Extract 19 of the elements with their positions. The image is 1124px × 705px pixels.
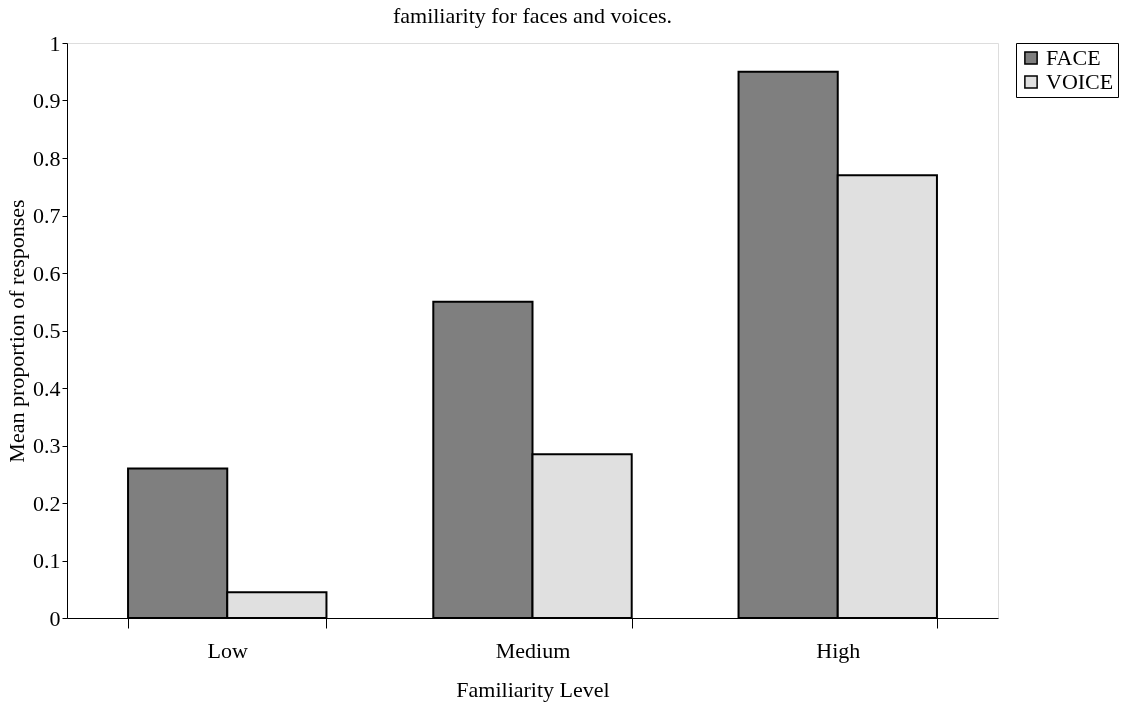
x-tick-label: Low [207, 637, 249, 663]
y-tick-label: 0.4 [33, 375, 61, 401]
y-tick-label: 0.2 [33, 490, 61, 516]
legend-label: VOICE [1046, 69, 1114, 94]
y-tick-label: 0.7 [33, 203, 61, 228]
y-tick-label: 1 [49, 30, 61, 56]
x-axis-title: Familiarity Level [456, 676, 610, 702]
y-tick-label: 0 [49, 605, 61, 631]
chart-title: familiarity for faces and voices. [392, 3, 673, 28]
y-tick-label: 0.6 [33, 260, 61, 286]
y-tick-label: 0.3 [33, 433, 61, 458]
y-tick-label: 0.9 [33, 88, 61, 113]
legend-label: FACE [1046, 45, 1101, 70]
x-tick-label: High [816, 637, 861, 663]
y-axis-title: Mean proportion of responses [4, 199, 29, 463]
y-tick-label: 0.5 [33, 318, 61, 343]
y-tick-label: 0.8 [33, 145, 61, 171]
y-tick-label: 0.1 [33, 548, 61, 573]
x-tick-label: Medium [495, 637, 571, 663]
